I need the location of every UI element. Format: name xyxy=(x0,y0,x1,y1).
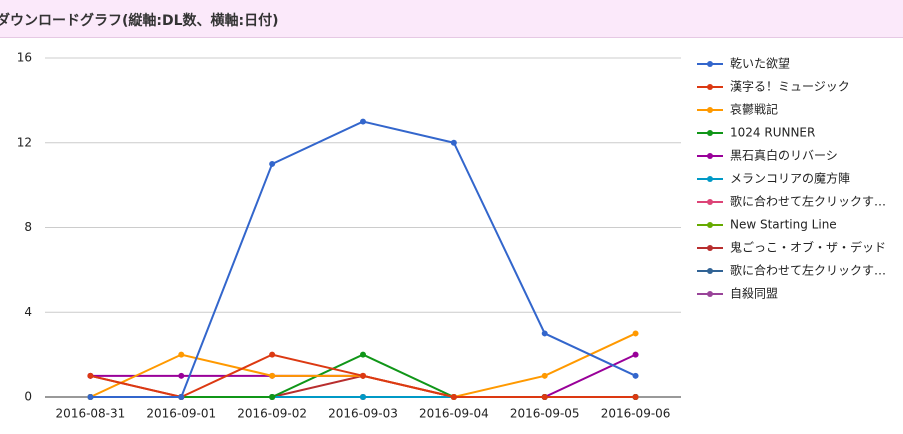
x-tick-label: 2016-09-05 xyxy=(510,407,580,421)
header: ダウンロードグラフ(縦軸:DL数、横軸:日付) xyxy=(0,0,903,38)
legend-dot xyxy=(707,84,713,90)
y-tick-label: 0 xyxy=(24,390,32,404)
legend-dot xyxy=(707,222,713,228)
point xyxy=(269,372,276,379)
legend-label: 1024 RUNNER xyxy=(730,126,815,140)
point xyxy=(178,394,185,400)
point xyxy=(632,351,639,358)
legend-label: 鬼ごっこ・オブ・ザ・デッド xyxy=(730,240,886,255)
point xyxy=(269,351,276,358)
legend-label: 黒石真白のリバーシ xyxy=(730,148,838,163)
legend-label: 哀鬱戦記 xyxy=(730,102,778,117)
y-tick-label: 4 xyxy=(24,305,32,319)
point xyxy=(360,118,366,125)
y-tick-label: 12 xyxy=(17,135,32,149)
legend-dot xyxy=(707,107,713,113)
x-tick-label: 2016-09-02 xyxy=(237,407,307,421)
line xyxy=(90,332,636,399)
point xyxy=(269,394,276,400)
legend-dot xyxy=(707,245,713,251)
legend-dot xyxy=(707,199,713,205)
legend-dot xyxy=(707,291,713,297)
legend-label: メランコリアの魔方陣 xyxy=(730,171,850,186)
point xyxy=(178,372,185,379)
point xyxy=(541,372,548,379)
point xyxy=(450,139,457,146)
x-tick-label: 2016-08-31 xyxy=(56,407,126,421)
legend-label: 自殺同盟 xyxy=(730,287,778,301)
x-tick-label: 2016-09-04 xyxy=(419,407,489,421)
legend-dot xyxy=(707,153,713,159)
legend-dot xyxy=(707,130,713,136)
legend-label: 乾いた欲望 xyxy=(730,57,790,71)
y-tick-label: 16 xyxy=(17,51,32,65)
y-tick-label: 8 xyxy=(24,220,32,234)
point xyxy=(360,351,366,358)
point xyxy=(632,330,639,337)
point xyxy=(632,372,639,379)
point xyxy=(269,160,276,167)
legend-label: 歌に合わせて左クリックす… xyxy=(730,263,886,278)
point xyxy=(178,351,185,358)
point xyxy=(87,372,94,379)
point xyxy=(541,330,548,337)
point xyxy=(541,394,548,400)
legend-label: New Starting Line xyxy=(730,218,837,232)
x-tick-label: 2016-09-03 xyxy=(328,407,398,421)
legend-dot xyxy=(707,61,713,67)
legend-label: 歌に合わせて左クリックす… xyxy=(730,194,886,209)
point xyxy=(450,394,457,400)
point xyxy=(360,394,366,400)
x-tick-label: 2016-09-06 xyxy=(601,407,671,421)
x-tick-label: 2016-09-01 xyxy=(146,407,216,421)
point xyxy=(632,394,639,400)
legend-dot xyxy=(707,176,713,182)
legend-label: 漢字る！ミュージック xyxy=(730,79,850,94)
header-title: ダウンロードグラフ(縦軸:DL数、横軸:日付) xyxy=(0,13,279,29)
point xyxy=(87,394,94,400)
point xyxy=(360,372,366,379)
legend-dot xyxy=(707,268,713,274)
